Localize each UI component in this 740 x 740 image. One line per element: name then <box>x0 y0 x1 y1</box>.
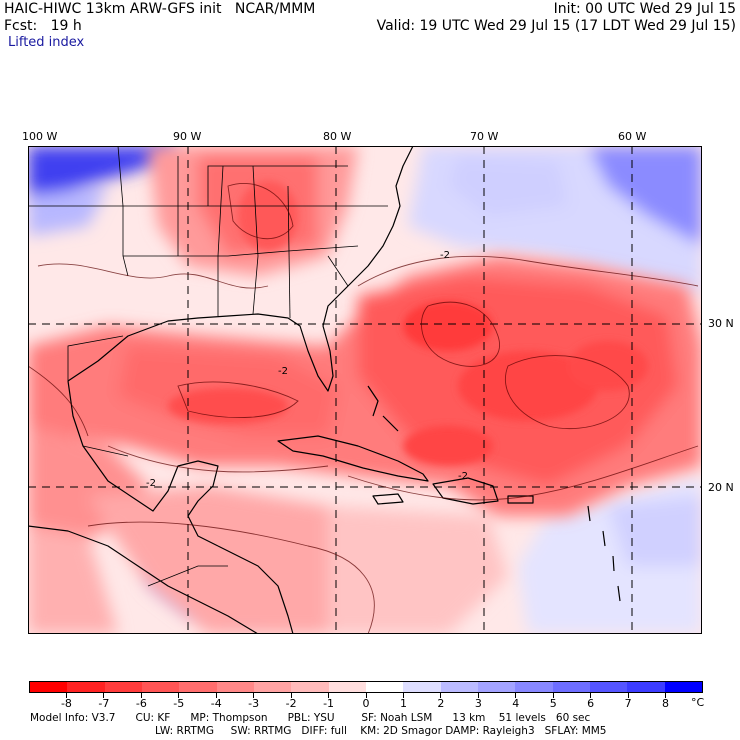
colorbar-cell <box>515 682 553 692</box>
colorbar-tick <box>253 693 255 698</box>
map-border <box>28 146 702 634</box>
lon-label-60w: 60 W <box>618 130 647 143</box>
colorbar-cell <box>141 682 180 692</box>
lon-label-80w: 80 W <box>323 130 352 143</box>
colorbar-cell <box>179 682 217 692</box>
colorbar-tick <box>552 693 554 698</box>
colorbar-label: 3 <box>474 697 482 710</box>
colorbar-cell <box>477 682 516 692</box>
colorbar-cell <box>104 682 142 692</box>
colorbar-tick <box>402 693 404 698</box>
colorbar-cell <box>627 682 665 692</box>
colorbar-label: 4 <box>512 697 520 710</box>
colorbar-tick <box>178 693 180 698</box>
colorbar-tick <box>627 693 629 698</box>
colorbar-cell <box>365 682 404 692</box>
colorbar-label: 6 <box>587 697 595 710</box>
colorbar-cell <box>67 682 105 692</box>
contour-label: -2 <box>146 478 156 489</box>
colorbar-label: 0 <box>362 697 370 710</box>
colorbar-tick <box>665 693 667 698</box>
colorbar-label: -3 <box>248 697 260 710</box>
lat-label-30n: 30 N <box>708 317 734 330</box>
colorbar <box>29 681 703 693</box>
colorbar-cell <box>589 682 628 692</box>
colorbar-tick <box>215 693 217 698</box>
colorbar-cell <box>664 682 702 692</box>
coastlines <box>28 146 621 634</box>
lon-label-70w: 70 W <box>470 130 499 143</box>
colorbar-tick <box>440 693 442 698</box>
colorbar-label: -8 <box>60 697 72 710</box>
lon-label-100w: 100 W <box>22 130 58 143</box>
contour-label: -2 <box>458 471 468 482</box>
colorbar-label: 8 <box>662 697 670 710</box>
colorbar-tick <box>477 693 479 698</box>
contours <box>28 182 699 634</box>
colorbar-label: 7 <box>624 697 632 710</box>
colorbar-label: -5 <box>173 697 185 710</box>
lat-lon-grid <box>28 146 702 634</box>
contour-label: -2 <box>278 366 288 377</box>
colorbar-tick <box>365 693 367 698</box>
model-title: HAIC-HIWC 13km ARW-GFS init NCAR/MMM <box>4 1 316 17</box>
init-time: Init: 00 UTC Wed 29 Jul 15 <box>553 1 736 17</box>
colorbar-cell <box>403 682 441 692</box>
colorbar-cell <box>216 682 254 692</box>
colorbar-tick <box>65 693 67 698</box>
forecast-hour: Fcst: 19 h <box>4 18 82 34</box>
colorbar-label: 2 <box>437 697 445 710</box>
colorbar-cell <box>30 682 68 692</box>
strong-instability-cores <box>168 181 648 466</box>
colorbar-label: 5 <box>549 697 557 710</box>
colorbar-tick <box>103 693 105 698</box>
model-info-line2: LW: RRTMG SW: RRTMG DIFF: full KM: 2D Sm… <box>155 725 607 737</box>
colorbar-tick <box>590 693 592 698</box>
colorbar-label: 1 <box>399 697 407 710</box>
field-name: Lifted index <box>8 35 85 50</box>
lifted-index-map: -2 -2 -2 -2 <box>28 146 702 634</box>
colorbar-cell <box>253 682 292 692</box>
colorbar-unit: °C <box>691 696 705 709</box>
colorbar-tick <box>328 693 330 698</box>
colorbar-label: -4 <box>210 697 222 710</box>
colorbar-cell <box>291 682 329 692</box>
map-canvas: -2 -2 -2 -2 <box>28 146 702 634</box>
colorbar-cell <box>440 682 478 692</box>
contour-label: -2 <box>440 250 450 261</box>
colorbar-label: -2 <box>285 697 297 710</box>
colorbar-label: -1 <box>323 697 335 710</box>
colorbar-label: -7 <box>98 697 110 710</box>
colorbar-cell <box>328 682 366 692</box>
colorbar-cell <box>552 682 590 692</box>
lon-label-90w: 90 W <box>173 130 202 143</box>
colorbar-tick <box>515 693 517 698</box>
model-info-line1: Model Info: V3.7 CU: KF MP: Thompson PBL… <box>30 712 591 724</box>
lat-label-20n: 20 N <box>708 481 734 494</box>
colorbar-tick <box>290 693 292 698</box>
valid-time: Valid: 19 UTC Wed 29 Jul 15 (17 LDT Wed … <box>376 18 736 34</box>
colorbar-label: -6 <box>135 697 147 710</box>
state-borders <box>28 146 388 587</box>
colorbar-tick <box>140 693 142 698</box>
